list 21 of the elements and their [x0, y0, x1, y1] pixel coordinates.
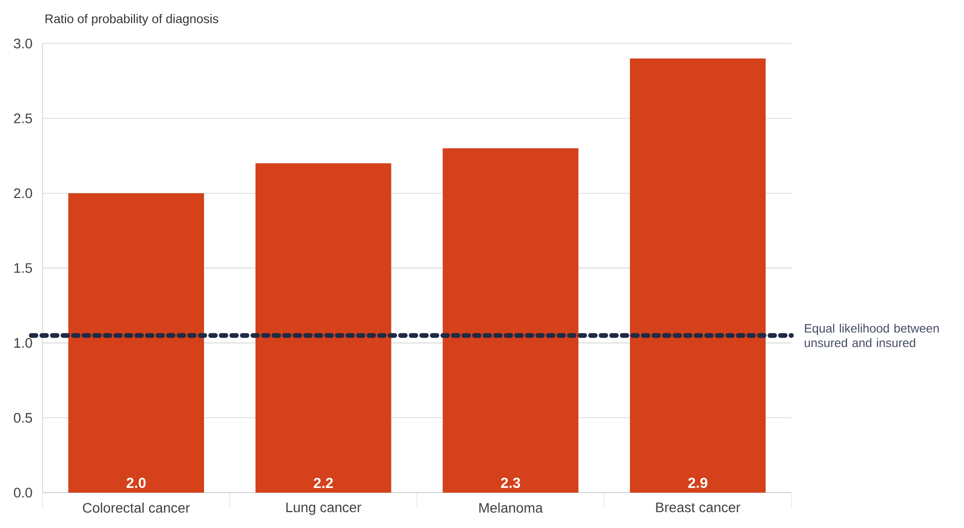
y-tick-label: 0.5 — [14, 412, 32, 423]
x-tick-label: Melanoma — [479, 502, 543, 513]
bar — [442, 148, 578, 493]
bar — [630, 58, 766, 493]
y-tick-label: 1.0 — [14, 338, 32, 348]
data-label: 2.3 — [500, 478, 520, 488]
ref-line-label: Equal likelihood between unsured and insured — [804, 324, 939, 348]
y-tick-label: 1.5 — [14, 263, 32, 273]
x-tick-label: Breast cancer — [656, 502, 740, 512]
y-axis-title: Ratio of probability of diagnosis — [46, 14, 218, 26]
bar — [68, 193, 204, 493]
bar — [255, 163, 392, 493]
y-tick-label: 3.0 — [14, 38, 32, 48]
x-tick-label: Lung cancer — [286, 502, 362, 515]
y-tick-label: 0.0 — [14, 488, 32, 498]
data-label: 2.2 — [314, 478, 333, 488]
y-tick-label: 2.5 — [14, 113, 32, 124]
y-tick-label: 2.0 — [14, 188, 32, 198]
x-tick-label: Colorectal cancer — [82, 502, 190, 513]
data-label: 2.0 — [126, 478, 146, 488]
data-label: 2.9 — [688, 478, 708, 488]
